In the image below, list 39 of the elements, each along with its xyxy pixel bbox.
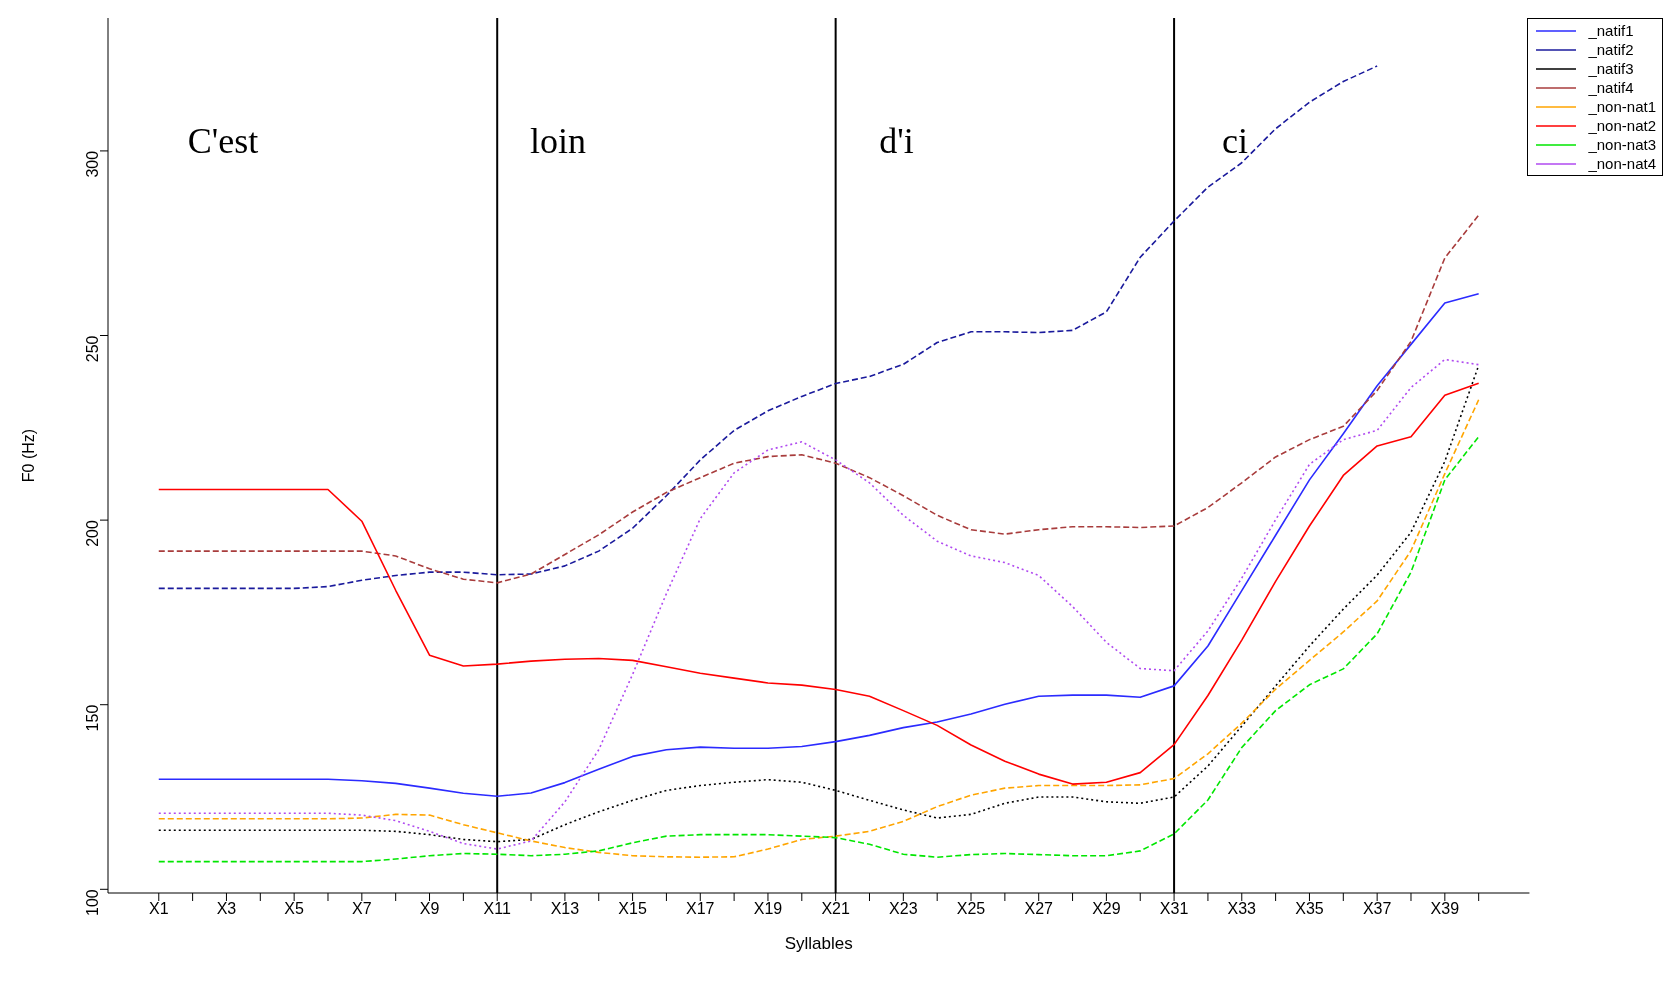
x-tick-label: X31 xyxy=(1159,900,1189,918)
x-tick-label: X33 xyxy=(1227,900,1257,918)
annotation: d'i xyxy=(879,121,914,162)
x-tick-label: X3 xyxy=(216,900,237,918)
x-tick-label: X5 xyxy=(284,900,305,918)
x-tick-label: X15 xyxy=(618,900,647,918)
x-tick-label: X27 xyxy=(1024,900,1054,918)
x-tick-label: X1 xyxy=(148,900,169,918)
annotation: loin xyxy=(530,121,587,162)
y-tick-label: 250 xyxy=(83,335,101,363)
x-tick-label: X29 xyxy=(1092,900,1121,918)
x-tick-label: X35 xyxy=(1295,900,1324,918)
legend-label: _natif3 xyxy=(1588,60,1634,77)
x-tick-label: X19 xyxy=(753,900,783,918)
x-tick-label: X13 xyxy=(550,900,580,918)
x-tick-label: X39 xyxy=(1430,900,1460,918)
x-tick-label: X7 xyxy=(352,900,372,918)
x-tick-label: X11 xyxy=(483,900,511,918)
y-tick-label: 300 xyxy=(83,150,101,178)
legend-label: _natif2 xyxy=(1588,41,1634,58)
legend-label: _natif1 xyxy=(1588,22,1634,39)
legend-label: _non-nat4 xyxy=(1588,155,1656,172)
y-axis-title: F0 (Hz) xyxy=(19,428,37,483)
y-tick-label: 150 xyxy=(83,704,101,732)
y-tick-label: 200 xyxy=(83,520,101,547)
x-tick-label: X37 xyxy=(1362,900,1392,918)
x-tick-label: X9 xyxy=(419,900,440,918)
y-tick-label: 100 xyxy=(83,889,101,917)
legend-label: _non-nat1 xyxy=(1588,98,1656,115)
x-axis-title: Syllables xyxy=(784,934,853,953)
x-tick-label: X21 xyxy=(821,900,850,918)
legend-label: _natif4 xyxy=(1588,79,1634,96)
annotation: C'est xyxy=(187,121,259,162)
legend-label: _non-nat2 xyxy=(1588,117,1656,134)
x-tick-label: X17 xyxy=(686,900,715,918)
annotation: ci xyxy=(1222,121,1248,162)
legend-label: _non-nat3 xyxy=(1588,136,1656,153)
x-tick-label: X25 xyxy=(956,900,986,918)
x-tick-label: X23 xyxy=(889,900,918,918)
